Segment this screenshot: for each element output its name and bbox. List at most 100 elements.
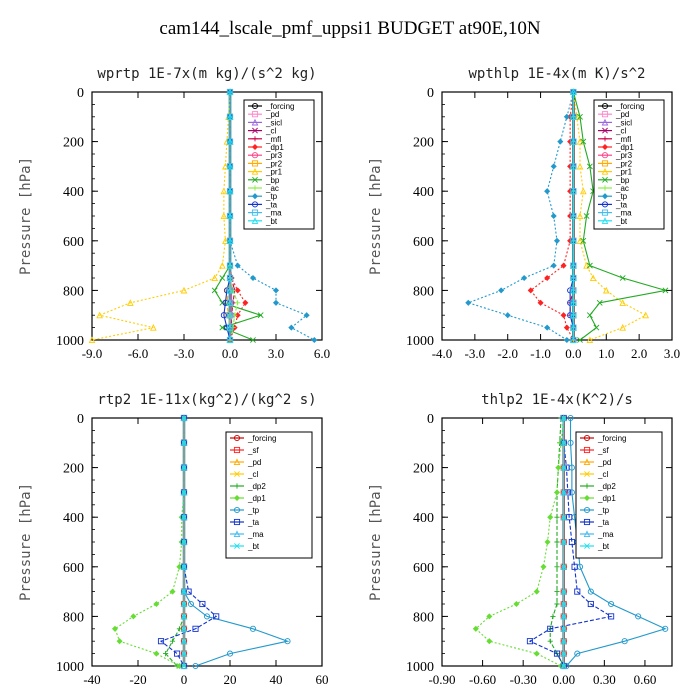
data-point bbox=[570, 323, 577, 331]
data-point bbox=[174, 650, 181, 657]
legend-marker bbox=[583, 506, 591, 514]
data-point bbox=[662, 287, 669, 294]
data-point bbox=[226, 88, 234, 96]
data-point bbox=[181, 613, 187, 620]
x-tick-label: -0.30 bbox=[510, 672, 537, 687]
x-tick-label: 6.0 bbox=[314, 346, 330, 361]
data-point bbox=[192, 662, 199, 670]
data-point bbox=[272, 287, 280, 294]
series-dp1 bbox=[472, 414, 567, 670]
data-point bbox=[219, 261, 226, 269]
data-point bbox=[553, 489, 561, 496]
data-point bbox=[586, 312, 593, 319]
data-point bbox=[537, 299, 544, 306]
data-point bbox=[226, 323, 234, 331]
legend-label: _forcing bbox=[247, 434, 276, 443]
data-point bbox=[567, 287, 574, 294]
data-point bbox=[554, 514, 560, 520]
legend-marker bbox=[252, 127, 258, 134]
legend-label: _ac bbox=[615, 184, 629, 193]
data-point bbox=[560, 415, 567, 421]
data-point bbox=[526, 638, 533, 645]
data-point bbox=[555, 464, 562, 471]
data-point bbox=[234, 312, 241, 319]
data-point bbox=[550, 262, 557, 269]
data-point bbox=[580, 237, 587, 244]
data-point bbox=[563, 324, 570, 331]
legend-label: _dp1 bbox=[615, 143, 634, 152]
legend-label: _sicl bbox=[265, 118, 282, 127]
data-point bbox=[521, 274, 528, 282]
data-point bbox=[220, 212, 228, 220]
data-point bbox=[547, 638, 553, 644]
legend-label: _pr2 bbox=[615, 159, 633, 168]
legend-label: _sf bbox=[247, 446, 259, 455]
legend-marker bbox=[233, 494, 241, 502]
series-pr1 bbox=[88, 88, 234, 344]
data-point bbox=[567, 212, 574, 220]
panel-2: wpthlp 1E-4x(m K)/s^2 Pressure [hPa] 0 200 4… bbox=[368, 66, 680, 361]
data-point bbox=[199, 600, 206, 608]
data-point bbox=[608, 600, 615, 608]
data-point bbox=[513, 600, 520, 608]
data-point bbox=[586, 262, 593, 269]
data-point bbox=[553, 237, 561, 244]
data-point bbox=[472, 625, 479, 632]
legend-marker bbox=[583, 434, 591, 442]
data-point bbox=[567, 138, 574, 145]
data-point bbox=[211, 287, 218, 294]
data-point bbox=[554, 589, 560, 595]
legend-marker bbox=[251, 217, 259, 224]
legend-marker bbox=[234, 483, 240, 489]
legend: _forcing_pd_sicl_cl_mfl_dp1_pr3_pr2_pr1_… bbox=[593, 99, 665, 230]
x-tick-label: -20 bbox=[129, 672, 146, 687]
data-point bbox=[554, 539, 560, 545]
data-point bbox=[226, 261, 234, 269]
data-point bbox=[157, 638, 165, 645]
legend-label: _pr1 bbox=[265, 168, 283, 177]
data-point bbox=[203, 613, 211, 620]
legend-label: _pr3 bbox=[265, 151, 283, 160]
x-tick-label: 0.0 bbox=[565, 346, 581, 361]
legend-label: _pd bbox=[615, 110, 629, 119]
legend-marker bbox=[233, 518, 241, 526]
data-point bbox=[272, 299, 280, 306]
legend-label: _bt bbox=[615, 217, 628, 226]
data-point bbox=[576, 137, 584, 145]
data-point bbox=[560, 650, 567, 657]
legend-label: _ta bbox=[247, 518, 260, 527]
legend-marker bbox=[252, 176, 258, 183]
legend-label: _pd bbox=[247, 458, 261, 467]
legend-label: _dp1 bbox=[247, 494, 266, 503]
y-tick-label: 0 bbox=[77, 86, 84, 101]
data-point bbox=[234, 262, 241, 269]
data-point bbox=[185, 588, 192, 595]
data-point bbox=[181, 588, 187, 595]
data-point bbox=[560, 588, 567, 595]
data-point bbox=[642, 311, 650, 319]
data-point bbox=[583, 213, 590, 219]
data-point bbox=[550, 613, 556, 619]
data-point bbox=[560, 563, 567, 570]
legend-label: _ma bbox=[247, 530, 264, 539]
data-point bbox=[560, 489, 567, 496]
data-point bbox=[574, 588, 581, 595]
panel-4: thlp2 1E-4x(K^2)/s Pressure [hPa] 0 200 400 6… bbox=[368, 392, 673, 687]
legend-marker bbox=[233, 506, 241, 514]
legend-label: _cl bbox=[265, 127, 276, 136]
legend-marker bbox=[584, 471, 590, 477]
legend-marker bbox=[251, 102, 259, 110]
data-point bbox=[181, 439, 187, 446]
data-point bbox=[553, 650, 561, 657]
y-tick-label: 1000 bbox=[56, 660, 84, 675]
data-point bbox=[560, 662, 568, 670]
legend: _forcing_pd_sicl_cl_mfl_dp1_pr3_pr2_pr1_… bbox=[243, 99, 315, 230]
legend-label: _forcing bbox=[597, 434, 626, 443]
series-bt bbox=[181, 415, 187, 669]
series-line bbox=[566, 418, 667, 667]
legend-marker bbox=[234, 471, 240, 477]
data-point bbox=[560, 539, 567, 545]
x-tick-label: 0.30 bbox=[593, 672, 616, 687]
data-point bbox=[580, 138, 587, 145]
legend-marker bbox=[602, 127, 608, 134]
